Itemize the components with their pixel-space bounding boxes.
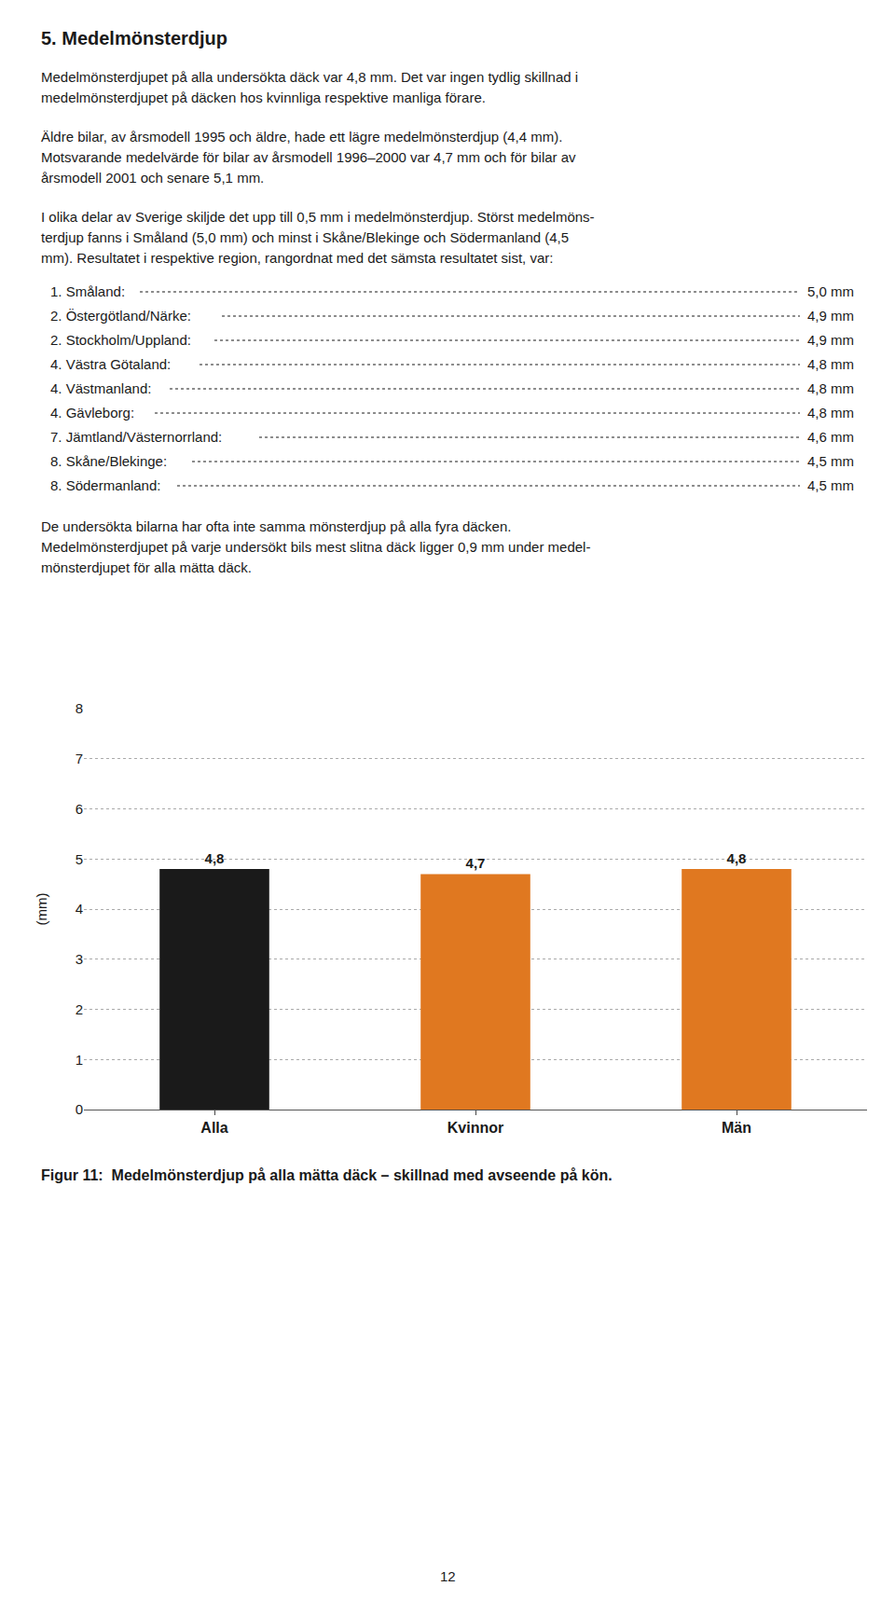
svg-text:4,5 mm: 4,5 mm [807, 477, 854, 494]
svg-text:6: 6 [75, 800, 83, 817]
svg-text:7. Jämtland/Västernorrland:: 7. Jämtland/Västernorrland: [50, 428, 222, 445]
svg-text:0: 0 [75, 1101, 83, 1117]
svg-text:5,0 mm: 5,0 mm [807, 283, 854, 300]
svg-text:4,5 mm: 4,5 mm [807, 453, 854, 469]
svg-text:4,9 mm: 4,9 mm [807, 307, 854, 324]
svg-text:medelmönsterdjupet på däcken h: medelmönsterdjupet på däcken hos kvinnli… [41, 89, 486, 106]
svg-text:4,9 mm: 4,9 mm [807, 331, 854, 348]
svg-text:12: 12 [440, 1568, 456, 1584]
svg-text:3: 3 [75, 950, 83, 967]
svg-text:8. Skåne/Blekinge:: 8. Skåne/Blekinge: [50, 453, 167, 469]
svg-text:4. Västmanland:: 4. Västmanland: [50, 380, 152, 397]
svg-text:Alla: Alla [200, 1119, 228, 1136]
svg-text:8: 8 [75, 700, 83, 716]
svg-text:8. Södermanland:: 8. Södermanland: [50, 477, 161, 494]
svg-text:Män: Män [721, 1119, 752, 1136]
svg-text:4,8 mm: 4,8 mm [807, 356, 854, 372]
svg-text:mm). Resultatet i respektive r: mm). Resultatet i respektive region, ran… [41, 249, 553, 266]
svg-text:1: 1 [75, 1051, 83, 1068]
svg-text:(mm): (mm) [33, 893, 50, 926]
svg-text:mönsterdjupet för alla mätta d: mönsterdjupet för alla mätta däck. [41, 559, 252, 576]
svg-text:4,8: 4,8 [205, 850, 225, 867]
svg-text:I olika delar av Sverige skilj: I olika delar av Sverige skiljde det upp… [41, 208, 595, 225]
svg-text:4,8 mm: 4,8 mm [807, 404, 854, 421]
svg-text:Kvinnor: Kvinnor [447, 1119, 504, 1136]
svg-text:4,8 mm: 4,8 mm [807, 380, 854, 397]
svg-text:4. Gävleborg:: 4. Gävleborg: [50, 404, 135, 421]
svg-text:4,8: 4,8 [727, 850, 747, 867]
svg-text:Medelmönsterdjupet på varje un: Medelmönsterdjupet på varje undersökt bi… [41, 538, 591, 555]
svg-text:Äldre bilar, av årsmodell 1995: Äldre bilar, av årsmodell 1995 och äldre… [41, 128, 563, 145]
svg-text:årsmodell 2001 och senare 5,1: årsmodell 2001 och senare 5,1 mm. [41, 169, 264, 186]
svg-text:7: 7 [75, 750, 83, 767]
svg-text:5: 5 [75, 851, 83, 868]
svg-text:4,6 mm: 4,6 mm [807, 428, 854, 445]
svg-text:Figur 11: Medelmönsterdjup på: Figur 11: Medelmönsterdjup på alla mätta… [41, 1167, 613, 1184]
svg-text:2: 2 [75, 1001, 83, 1018]
svg-text:terdjup fanns i Småland (5,0 m: terdjup fanns i Småland (5,0 mm) och min… [41, 229, 569, 246]
svg-text:1. Småland:: 1. Småland: [50, 283, 125, 300]
svg-text:2. Östergötland/Närke:: 2. Östergötland/Närke: [50, 307, 192, 324]
svg-text:De undersökta bilarna har ofta: De undersökta bilarna har ofta inte samm… [41, 518, 511, 535]
svg-text:4,7: 4,7 [466, 854, 486, 871]
svg-text:4: 4 [75, 900, 83, 917]
svg-text:Motsvarande medelvärde för bil: Motsvarande medelvärde för bilar av årsm… [41, 149, 577, 166]
svg-text:Medelmönsterdjupet på alla und: Medelmönsterdjupet på alla undersökta dä… [41, 68, 579, 85]
svg-text:4. Västra Götaland:: 4. Västra Götaland: [50, 356, 171, 372]
svg-text:2. Stockholm/Uppland:: 2. Stockholm/Uppland: [50, 331, 192, 348]
svg-text:5. Medelmönsterdjup: 5. Medelmönsterdjup [41, 27, 228, 49]
